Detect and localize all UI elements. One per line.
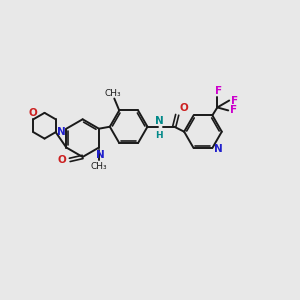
Text: F: F — [215, 85, 222, 96]
Text: H: H — [156, 131, 163, 140]
Text: F: F — [231, 95, 238, 106]
Text: CH₃: CH₃ — [105, 88, 122, 98]
Text: O: O — [179, 103, 188, 113]
Text: N: N — [57, 127, 65, 137]
Text: F: F — [230, 105, 237, 116]
Text: N: N — [155, 116, 164, 126]
Text: N: N — [95, 150, 104, 160]
Text: CH₃: CH₃ — [91, 162, 107, 171]
Text: O: O — [28, 108, 37, 118]
Text: O: O — [57, 155, 66, 165]
Text: N: N — [214, 144, 223, 154]
